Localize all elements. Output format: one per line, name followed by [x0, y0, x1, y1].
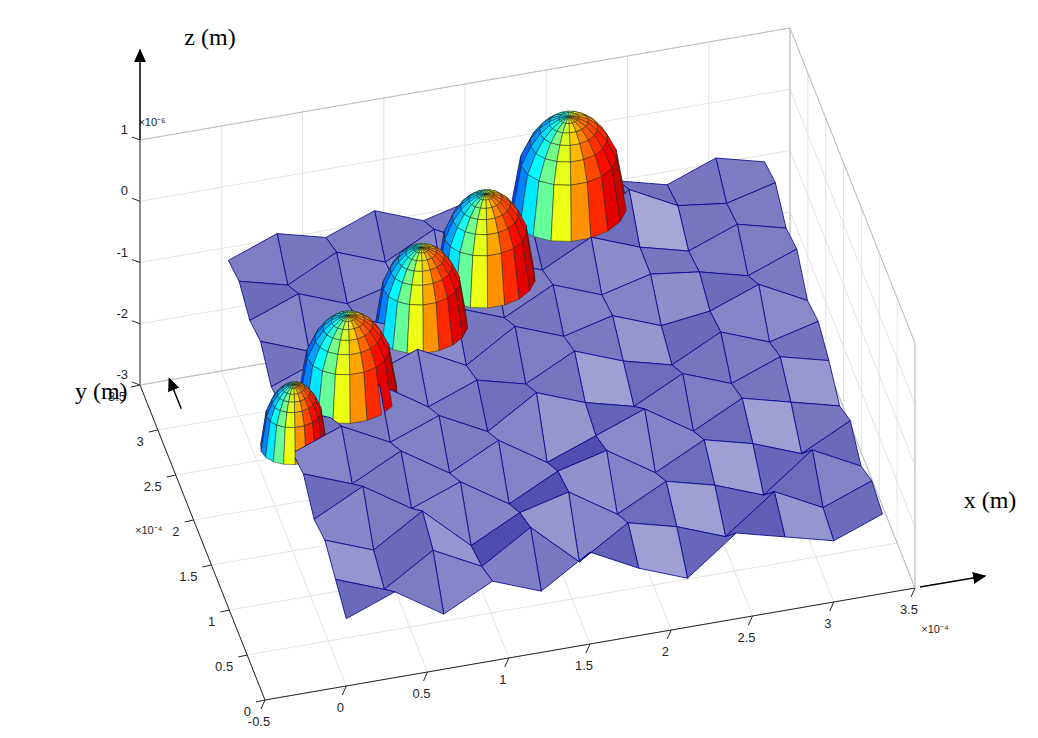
svg-text:1: 1 [499, 672, 506, 687]
svg-text:-2: -2 [116, 306, 128, 321]
svg-text:3.5: 3.5 [900, 602, 918, 617]
svg-text:1: 1 [121, 122, 128, 137]
svg-text:3: 3 [824, 616, 831, 631]
svg-text:0: 0 [337, 700, 344, 715]
svg-text:1.5: 1.5 [575, 658, 593, 673]
svg-text:0.5: 0.5 [215, 659, 233, 674]
svg-text:2: 2 [172, 524, 179, 539]
svg-text:2: 2 [662, 644, 669, 659]
svg-text:2.5: 2.5 [737, 630, 755, 645]
svg-text:3: 3 [137, 434, 144, 449]
svg-text:1.5: 1.5 [179, 569, 197, 584]
svg-text:2.5: 2.5 [144, 479, 162, 494]
svg-text:0.5: 0.5 [412, 686, 430, 701]
svg-text:×10⁻⁴: ×10⁻⁴ [921, 623, 949, 635]
svg-text:0: 0 [244, 704, 251, 719]
svg-text:×10⁻⁶: ×10⁻⁶ [138, 116, 165, 128]
svg-text:×10⁻⁴: ×10⁻⁴ [135, 524, 163, 536]
svg-text:-3: -3 [116, 367, 128, 382]
svg-text:1: 1 [208, 614, 215, 629]
svg-text:-1: -1 [116, 245, 128, 260]
svg-text:x (m): x (m) [964, 487, 1017, 513]
svg-text:0: 0 [121, 183, 128, 198]
svg-text:y (m): y (m) [75, 378, 128, 404]
svg-text:z (m): z (m) [184, 24, 235, 50]
svg-text:-0.5: -0.5 [248, 714, 270, 729]
